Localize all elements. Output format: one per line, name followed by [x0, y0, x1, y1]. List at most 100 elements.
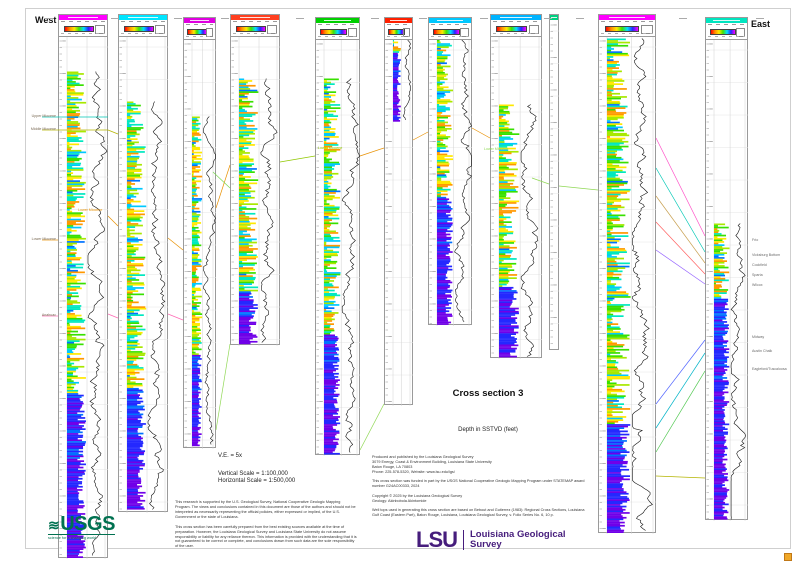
- legend-text-row: [493, 21, 539, 22]
- east-label: East: [751, 19, 771, 29]
- legend-text-row: [708, 24, 745, 25]
- color-scale-bar: [496, 25, 527, 32]
- distance-annotation: [544, 18, 552, 19]
- formation-label: Frio: [752, 238, 759, 242]
- well-header-bar: [491, 15, 541, 20]
- publisher-line: Phone: 225-578-5320, Website: www.lsu.ed…: [372, 469, 455, 474]
- usgs-tagline: science for a changing world: [48, 534, 115, 540]
- well-header-text: [323, 19, 352, 22]
- well-header-bar: [385, 18, 412, 23]
- formation-label: Midway: [752, 335, 765, 339]
- well-log-legend: [429, 22, 471, 40]
- well-header-text: [500, 16, 532, 19]
- color-scale-bar: [604, 25, 640, 32]
- legend-text-row-2: [61, 33, 105, 34]
- well-log-plot: [706, 39, 748, 521]
- legend-text-row: [387, 24, 410, 25]
- legend-text-row-2: [186, 36, 213, 37]
- legend-text-row: [61, 21, 105, 22]
- well-log-plot: [491, 36, 542, 359]
- lsu-logo: LSU Louisiana Geological Survey: [416, 527, 566, 553]
- well-log-legend: [706, 22, 747, 40]
- legend-text-row-2: [387, 36, 410, 37]
- color-scale-bar: [387, 28, 406, 35]
- well-header-text: [609, 16, 645, 19]
- formation-label: Anahuac: [41, 313, 56, 317]
- formation-label: Austin Chalk: [752, 349, 773, 353]
- well-log-plot: [119, 36, 168, 513]
- well-column: [549, 14, 559, 350]
- well-header-text: [713, 19, 740, 22]
- well-log-plot: [59, 36, 108, 559]
- publisher-line: Copyright © 2025 by the Louisiana Geolog…: [372, 493, 463, 498]
- disclaimer-block: This research is supported by the U.S. G…: [175, 500, 357, 554]
- legend-text-row-2: [318, 36, 357, 37]
- well-column: [598, 14, 656, 534]
- color-scale-bar: [63, 25, 94, 32]
- distance-annotation: [419, 18, 427, 19]
- legend-text-row: [318, 24, 357, 25]
- well-header-text: [389, 19, 408, 22]
- color-scale-bar: [123, 25, 154, 32]
- cross-section-title: Cross section 3: [452, 388, 524, 399]
- well-log-plot: [429, 39, 472, 326]
- horizontal-scale: Horizontal Scale = 1:500,000: [218, 478, 296, 485]
- distance-annotation: [756, 18, 764, 19]
- distance-annotation: [576, 18, 584, 19]
- formation-label: Upper Miocene: [31, 114, 56, 118]
- formation-label: Sparta: [752, 273, 763, 277]
- well-log-legend: [184, 22, 215, 40]
- legend-text-row-2: [493, 33, 539, 34]
- disclaimer-paragraph-2: This cross section has been carefully pr…: [175, 524, 357, 549]
- distance-annotation: [371, 18, 379, 19]
- well-log-plot: [599, 36, 656, 534]
- well-header-bar: [59, 15, 107, 20]
- distance-annotation: [44, 18, 52, 19]
- tie-line-label: Lower Miocene: [318, 146, 343, 150]
- well-header-bar: [429, 18, 471, 23]
- well-log-legend: [385, 22, 412, 40]
- formation-label: Cockfield: [752, 263, 767, 267]
- well-header-bar: [231, 15, 279, 20]
- well-header-text: [436, 19, 464, 22]
- well-column: [230, 14, 280, 346]
- well-column: [384, 17, 413, 406]
- well-log-legend: [491, 19, 541, 37]
- well-header-text: [67, 16, 99, 19]
- publisher-line: Well tops used in generating this cross …: [372, 508, 585, 518]
- distance-annotation: [480, 18, 488, 19]
- well-log-legend: [231, 19, 279, 37]
- color-scale-bar: [710, 28, 736, 35]
- lsu-divider: [463, 530, 464, 550]
- vertical-exaggeration: V.E. = 5x: [218, 453, 242, 459]
- legend-text-row: [601, 21, 653, 22]
- well-header-bar: [119, 15, 167, 20]
- well-log-plot: [184, 39, 216, 449]
- publisher-line: Produced and published by the Louisiana …: [372, 455, 474, 459]
- lsu-wordmark: LSU: [416, 527, 458, 552]
- well-header-bar: [550, 15, 558, 20]
- formation-label: Wilcox: [752, 283, 763, 287]
- well-log-legend: [119, 19, 167, 37]
- well-column: [58, 14, 108, 559]
- well-log-plot: [550, 24, 559, 344]
- page-corner-marker: [784, 553, 792, 561]
- well-log-legend: [599, 19, 655, 37]
- well-header-bar: [599, 15, 655, 20]
- well-column: [118, 14, 168, 513]
- legend-text-row-2: [121, 33, 165, 34]
- depth-units-label: Depth in SSTVD (feet): [458, 427, 518, 433]
- west-label: West: [35, 15, 57, 25]
- tie-line-label: Lower Miocene: [78, 208, 103, 212]
- formation-label: Eagleford/Tuscaloosa: [752, 367, 787, 371]
- publisher-block: Produced and published by the Louisiana …: [372, 455, 590, 518]
- vertical-scale: Vertical Scale = 1:100,000: [218, 471, 288, 478]
- legend-text-row: [431, 24, 469, 25]
- formation-label: Lower Miocene: [31, 237, 56, 241]
- sheet-border: [25, 8, 791, 549]
- well-log-plot: [231, 36, 280, 346]
- formation-label: Middle Miocene: [30, 127, 56, 131]
- title-block: Cross section 3: [428, 388, 548, 399]
- tie-line-label: Lower Miocene: [484, 147, 509, 151]
- legend-text-row: [121, 21, 165, 22]
